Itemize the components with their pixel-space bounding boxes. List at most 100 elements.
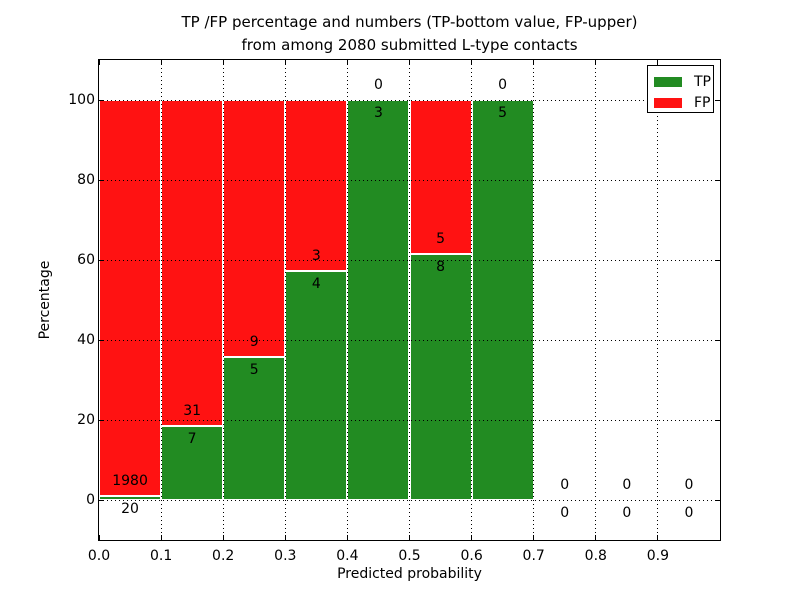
gridline-vertical [346,60,348,540]
bar-fp-segment [285,100,348,272]
x-tick-label: 0.7 [522,548,545,564]
chart-title-line2: from among 2080 submitted L-type contact… [241,36,578,54]
bar-tp-segment [409,253,472,500]
y-tickmark-left [99,259,104,261]
tp-swatch [654,76,682,87]
x-tickmark-top [346,60,348,65]
y-tickmark-left [99,179,104,181]
tp-count-label: 0 [622,505,632,521]
gridline-vertical [409,60,410,540]
x-tick-label: 0.4 [336,548,359,564]
x-tickmark-top [657,60,659,65]
gridline-vertical [284,60,286,540]
x-tick-label: 0.6 [460,548,483,564]
bar-fp-segment [99,100,162,496]
bar-tp-segment [471,100,534,500]
tp-count-label: 8 [436,258,446,275]
x-tickmark-bottom [409,535,410,540]
gridline-horizontal [99,499,720,501]
y-tick-label: 20 [77,412,95,428]
x-axis-label: Predicted probability [337,566,482,582]
y-tick-label: 60 [77,252,95,268]
y-tickmark-left [99,99,104,101]
y-tick-label: 0 [86,492,95,508]
gridline-vertical [533,60,535,540]
fp-count-label: 5 [436,230,446,247]
x-tickmark-top [98,60,100,65]
tp-count-label: 0 [684,505,694,521]
y-tickmark-right [715,259,720,261]
fp-count-label: 1980 [112,473,148,489]
bar-fp-segment [223,100,286,358]
x-tick-label: 0.2 [212,548,235,564]
y-tickmark-left [99,419,104,421]
plot-area: 1980 20 31 7 9 5 3 4 0 3 5 8 0 5 0 0 0 0 0 0 TP FP [98,59,721,541]
x-tick-label: 0.9 [646,548,670,564]
x-tickmark-bottom [284,535,286,540]
tp-count-label: 0 [560,505,570,521]
x-tickmark-bottom [160,535,162,540]
gridline-horizontal [99,259,720,261]
legend: TP FP [647,65,714,113]
y-tickmark-right [715,99,720,101]
gridline-vertical [657,60,659,540]
x-tickmark-bottom [533,535,535,540]
gridline-horizontal [99,99,720,101]
y-tickmark-right [715,339,720,341]
fp-count-label: 0 [622,477,632,493]
fp-count-label: 9 [249,334,259,351]
chart-title-line1: TP /FP percentage and numbers (TP-bottom… [181,13,638,31]
tp-count-label: 5 [249,362,259,379]
fp-count-label: 0 [560,477,570,493]
y-tick-label: 80 [77,172,95,188]
bar-fp-segment [161,100,224,427]
y-tick-label: 40 [77,332,95,348]
bar-tp-segment [161,426,224,500]
x-tickmark-bottom [346,535,348,540]
y-tickmark-right [715,499,720,501]
x-tickmark-top [222,60,224,65]
bar-tp-segment [223,357,286,500]
bar-fp-segment [409,100,472,254]
x-tickmark-top [284,60,286,65]
x-tickmark-top [471,60,473,65]
x-tick-label: 0.5 [398,548,421,564]
gridline-vertical [222,60,224,540]
x-tick-label: 0.3 [274,548,297,564]
fp-swatch [654,97,682,108]
legend-item-tp: TP [654,71,713,92]
gridline-vertical [595,60,597,540]
tp-count-label: 5 [498,105,508,121]
chart-title: TP /FP percentage and numbers (TP-bottom… [99,11,720,57]
legend-label-tp: TP [694,73,711,90]
gridline-horizontal [99,339,720,341]
x-tickmark-bottom [657,535,659,540]
x-tickmark-top [409,60,410,65]
y-tickmark-left [99,499,104,501]
tp-count-label: 3 [373,105,383,121]
bar-tp-segment [347,100,410,500]
y-tick-label: 100 [68,92,95,108]
x-tickmark-top [533,60,535,65]
x-tickmark-bottom [98,535,100,540]
fp-count-label: 3 [311,248,321,265]
tp-count-label: 7 [187,431,197,448]
x-tickmark-bottom [595,535,597,540]
legend-item-fp: FP [654,92,713,113]
bar-tp-segment [285,271,348,500]
x-tickmark-top [160,60,162,65]
gridline-horizontal [99,179,720,181]
x-tick-label: 0.1 [149,548,173,564]
fp-count-label: 31 [183,403,202,420]
fp-count-label: 0 [373,77,383,93]
y-tickmark-right [715,419,720,421]
tp-count-label: 20 [121,501,139,517]
x-tick-label: 0.0 [87,548,111,564]
x-tickmark-bottom [222,535,224,540]
y-tickmark-left [99,339,104,341]
fp-count-label: 0 [684,477,694,493]
fp-count-label: 0 [498,77,508,93]
y-tickmark-right [715,179,720,181]
legend-label-fp: FP [694,94,711,111]
